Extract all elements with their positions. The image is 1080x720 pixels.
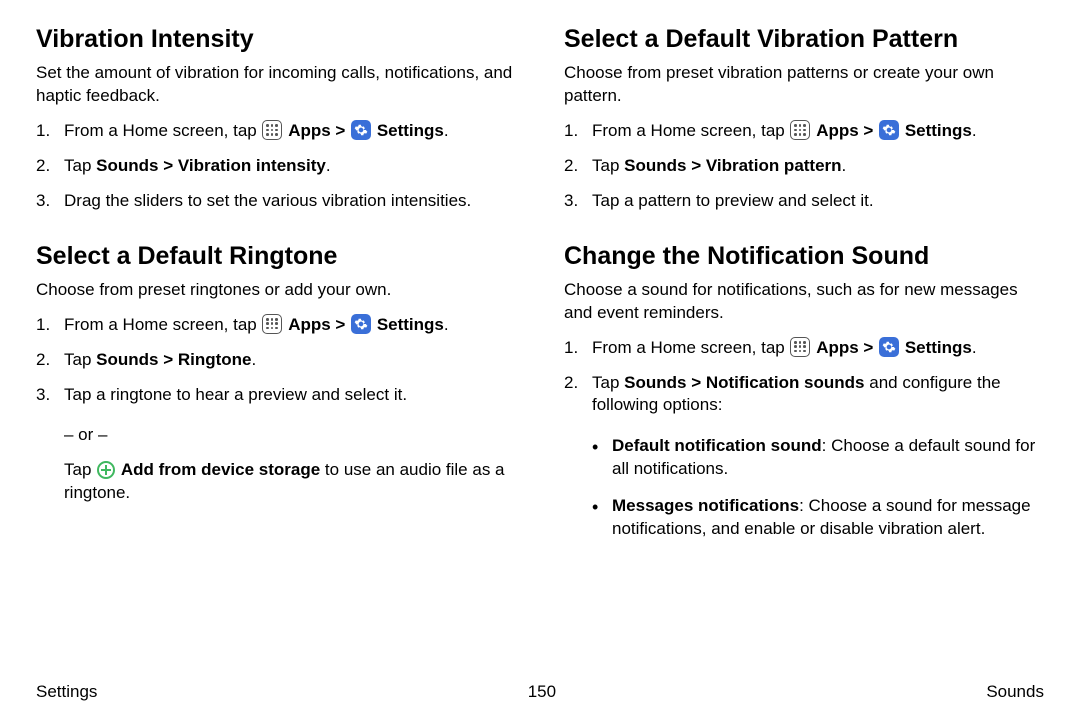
page-columns: Vibration Intensity Set the amount of vi… bbox=[36, 24, 1044, 664]
step-item: Tap a pattern to preview and select it. bbox=[564, 190, 1044, 213]
period: . bbox=[842, 156, 847, 175]
or-text: – or – bbox=[36, 424, 516, 447]
chevron: > bbox=[331, 121, 350, 140]
heading-vibration-intensity: Vibration Intensity bbox=[36, 24, 516, 54]
step-item: Tap Sounds > Notification sounds and con… bbox=[564, 372, 1044, 418]
settings-label: Settings bbox=[377, 121, 444, 140]
steps-list: From a Home screen, tap Apps > Settings.… bbox=[36, 120, 516, 213]
apps-icon bbox=[262, 120, 282, 140]
settings-label: Settings bbox=[377, 315, 444, 334]
step-item: From a Home screen, tap Apps > Settings. bbox=[36, 314, 516, 337]
step-item: Tap Sounds > Vibration intensity. bbox=[36, 155, 516, 178]
bullet-bold: Messages notifications bbox=[612, 496, 799, 515]
intro-text: Choose from preset vibration patterns or… bbox=[564, 62, 1044, 108]
section-vibration-pattern: Select a Default Vibration Pattern Choos… bbox=[564, 24, 1044, 231]
plus-icon bbox=[97, 461, 115, 479]
heading-notification-sound: Change the Notification Sound bbox=[564, 241, 1044, 271]
section-notification-sound: Change the Notification Sound Choose a s… bbox=[564, 241, 1044, 555]
step-item: From a Home screen, tap Apps > Settings. bbox=[36, 120, 516, 143]
right-column: Select a Default Vibration Pattern Choos… bbox=[564, 24, 1044, 664]
period: . bbox=[252, 350, 257, 369]
left-column: Vibration Intensity Set the amount of vi… bbox=[36, 24, 516, 664]
step-text: From a Home screen, tap bbox=[64, 121, 261, 140]
step-text: From a Home screen, tap bbox=[592, 338, 789, 357]
step-bold: Sounds > Notification sounds bbox=[624, 373, 864, 392]
step-text: From a Home screen, tap bbox=[592, 121, 789, 140]
chevron: > bbox=[331, 315, 350, 334]
step-text: From a Home screen, tap bbox=[64, 315, 261, 334]
apps-label: Apps bbox=[288, 121, 331, 140]
step-item: From a Home screen, tap Apps > Settings. bbox=[564, 337, 1044, 360]
period: . bbox=[972, 121, 977, 140]
step-item: Tap a ringtone to hear a preview and sel… bbox=[36, 384, 516, 407]
gear-icon bbox=[351, 314, 371, 334]
bullet-list: Default notification sound: Choose a def… bbox=[564, 435, 1044, 541]
footer-right: Sounds bbox=[986, 682, 1044, 702]
apps-icon bbox=[790, 337, 810, 357]
step-bold: Add from device storage bbox=[121, 460, 320, 479]
heading-vibration-pattern: Select a Default Vibration Pattern bbox=[564, 24, 1044, 54]
settings-label: Settings bbox=[905, 338, 972, 357]
page-footer: Settings 150 Sounds bbox=[36, 682, 1044, 702]
step-text: Tap bbox=[592, 373, 624, 392]
step-item: Tap Sounds > Vibration pattern. bbox=[564, 155, 1044, 178]
footer-left: Settings bbox=[36, 682, 97, 702]
step-text: Tap bbox=[64, 156, 96, 175]
gear-icon bbox=[879, 337, 899, 357]
gear-icon bbox=[879, 120, 899, 140]
apps-icon bbox=[790, 120, 810, 140]
period: . bbox=[444, 315, 449, 334]
step-text: Tap bbox=[64, 350, 96, 369]
apps-label: Apps bbox=[816, 121, 859, 140]
bullet-item: Messages notifications: Choose a sound f… bbox=[564, 495, 1044, 541]
footer-page-number: 150 bbox=[528, 682, 556, 702]
bullet-item: Default notification sound: Choose a def… bbox=[564, 435, 1044, 481]
alt-step: Tap Add from device storage to use an au… bbox=[36, 459, 516, 505]
section-vibration-intensity: Vibration Intensity Set the amount of vi… bbox=[36, 24, 516, 231]
step-bold: Sounds > Vibration pattern bbox=[624, 156, 841, 175]
heading-default-ringtone: Select a Default Ringtone bbox=[36, 241, 516, 271]
step-item: Tap Sounds > Ringtone. bbox=[36, 349, 516, 372]
step-bold: Sounds > Ringtone bbox=[96, 350, 251, 369]
chevron: > bbox=[859, 338, 878, 357]
intro-text: Choose a sound for notifications, such a… bbox=[564, 279, 1044, 325]
gear-icon bbox=[351, 120, 371, 140]
step-item: Drag the sliders to set the various vibr… bbox=[36, 190, 516, 213]
period: . bbox=[444, 121, 449, 140]
step-item: From a Home screen, tap Apps > Settings. bbox=[564, 120, 1044, 143]
settings-label: Settings bbox=[905, 121, 972, 140]
period: . bbox=[972, 338, 977, 357]
step-text: Tap bbox=[592, 156, 624, 175]
steps-list: From a Home screen, tap Apps > Settings.… bbox=[564, 337, 1044, 418]
period: . bbox=[326, 156, 331, 175]
steps-list: From a Home screen, tap Apps > Settings.… bbox=[36, 314, 516, 407]
chevron: > bbox=[859, 121, 878, 140]
section-default-ringtone: Select a Default Ringtone Choose from pr… bbox=[36, 241, 516, 518]
apps-label: Apps bbox=[816, 338, 859, 357]
intro-text: Choose from preset ringtones or add your… bbox=[36, 279, 516, 302]
step-bold: Sounds > Vibration intensity bbox=[96, 156, 326, 175]
bullet-bold: Default notification sound bbox=[612, 436, 822, 455]
apps-icon bbox=[262, 314, 282, 334]
step-text: Tap bbox=[64, 460, 96, 479]
apps-label: Apps bbox=[288, 315, 331, 334]
intro-text: Set the amount of vibration for incoming… bbox=[36, 62, 516, 108]
steps-list: From a Home screen, tap Apps > Settings.… bbox=[564, 120, 1044, 213]
